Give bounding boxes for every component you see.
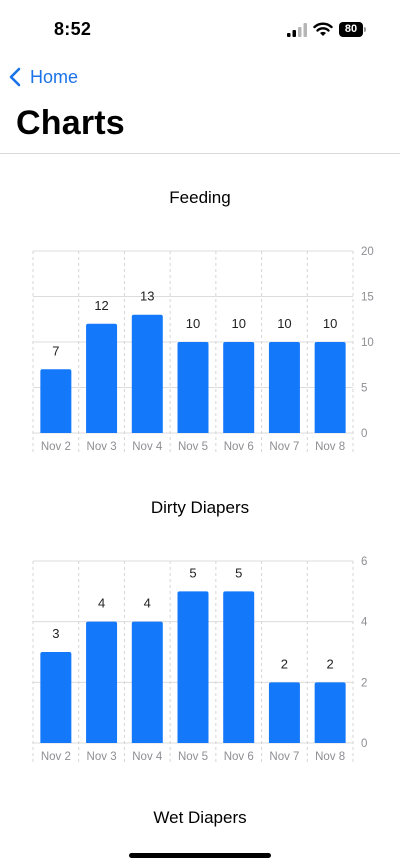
data-label: 10 [186,316,200,331]
data-label: 10 [277,316,291,331]
bar-nov-5 [177,591,209,743]
x-tick-label: Nov 6 [224,441,254,453]
cellular-signal-icon [287,23,307,37]
home-indicator [129,853,271,858]
back-button[interactable]: Home [8,64,78,90]
bar-nov-7 [268,682,300,743]
data-label: 7 [52,343,59,358]
y-tick-label: 20 [361,246,374,258]
status-bar: 8:52 80 [0,0,400,56]
data-label: 10 [323,316,337,331]
bar-nov-7 [268,342,300,433]
data-label: 2 [281,656,288,671]
data-label: 4 [98,596,105,611]
bar-nov-4 [131,314,163,433]
x-tick-label: Nov 3 [87,751,117,763]
bar-nov-6 [223,591,255,743]
x-tick-label: Nov 3 [87,441,117,453]
chart-svg: 0 2 4 6 3 Nov 2 4 Nov 3 4 Nov 4 5 Nov 5 5 Nov 6 2 Nov 7… [32,556,368,763]
x-tick-label: Nov 7 [269,751,299,763]
bar-nov-3 [86,621,118,743]
data-label: 3 [52,626,59,641]
data-label: 13 [140,289,154,304]
x-tick-label: Nov 8 [315,751,345,763]
data-label: 5 [235,565,242,580]
dirty-diapers-chart: 0 2 4 6 3 Nov 2 4 Nov 3 4 Nov 4 5 Nov 5 5 Nov 6 2 Nov 7… [0,550,400,770]
bar-nov-8 [314,682,346,743]
battery-icon: 80 [339,22,367,37]
status-time: 8:52 [54,19,92,39]
y-tick-label: 6 [361,556,367,568]
bar-nov-4 [131,621,163,743]
y-tick-label: 5 [361,383,367,395]
battery-level: 80 [339,22,363,37]
bar-nov-3 [86,323,118,433]
chart-svg: 0 5 10 15 20 7 Nov 2 12 Nov 3 13 Nov 4 10 Nov 5 10 Nov… [32,246,374,453]
data-label: 4 [144,596,151,611]
x-tick-label: Nov 5 [178,751,208,763]
y-tick-label: 2 [361,677,367,689]
y-tick-label: 4 [361,617,368,629]
y-tick-label: 10 [361,337,374,349]
section-title-feeding: Feeding [169,188,231,207]
page-title: Charts [16,104,125,142]
bar-nov-6 [223,342,255,433]
bar-nov-2 [40,652,72,743]
section-title-dirty-diapers: Dirty Diapers [150,498,250,517]
x-tick-label: Nov 5 [178,441,208,453]
y-tick-label: 15 [361,292,374,304]
bar-nov-8 [314,342,346,433]
data-label: 5 [189,565,196,580]
data-label: 12 [94,298,108,313]
x-tick-label: Nov 7 [269,441,299,453]
x-tick-label: Nov 4 [132,751,163,763]
x-tick-label: Nov 6 [224,751,254,763]
bar-nov-2 [40,369,72,433]
back-button-label: Home [30,66,79,87]
bar-nov-5 [177,342,209,433]
feeding-chart: 0 5 10 15 20 7 Nov 2 12 Nov 3 13 Nov 4 10 Nov 5 10 Nov… [0,240,400,460]
data-label: 10 [231,316,245,331]
wifi-icon [313,22,333,36]
y-tick-label: 0 [361,738,367,750]
chevron-left-icon [9,67,21,87]
x-tick-label: Nov 4 [132,441,163,453]
header-divider [0,153,400,154]
x-tick-label: Nov 8 [315,441,345,453]
x-tick-label: Nov 2 [41,441,71,453]
data-label: 2 [327,656,334,671]
x-tick-label: Nov 2 [41,751,71,763]
section-title-wet-diapers: Wet Diapers [153,808,247,827]
y-tick-label: 0 [361,428,367,440]
